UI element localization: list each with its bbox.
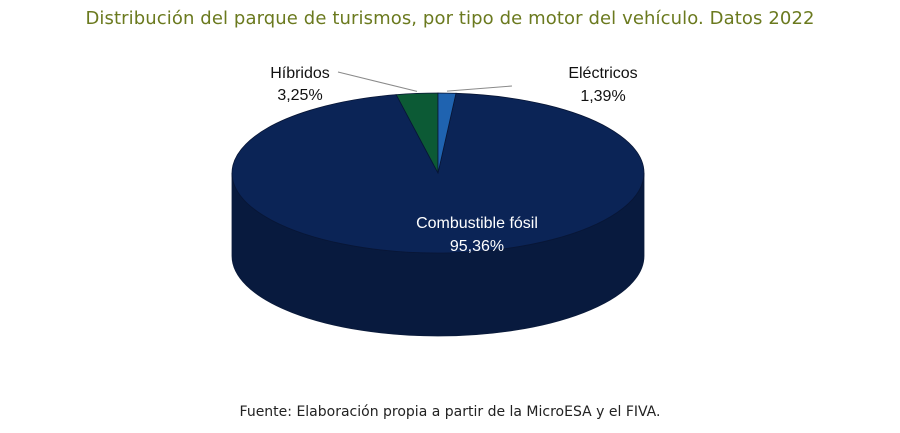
pie-tops: [231, 92, 645, 254]
slice-value-hibridos: 3,25%: [277, 87, 322, 104]
pie-labels: Combustible fósil 95,36% Híbridos 3,25% Eléc…: [270, 65, 637, 255]
pie-slice-combustible-fosil: [231, 92, 645, 254]
pie-slice-electricos: [437, 92, 457, 174]
slice-label-electricos: Eléctricos: [568, 65, 637, 82]
slice-label-hibridos: Híbridos: [270, 65, 330, 82]
slice-value-combustible-fosil: 95,36%: [450, 238, 504, 255]
leader-line-electricos: [446, 85, 513, 92]
chart-title: Distribución del parque de turismos, por…: [85, 8, 815, 29]
slice-label-combustible-fosil: Combustible fósil: [416, 215, 538, 232]
leader-line-hibridos: [337, 71, 418, 92]
source-note: Fuente: Elaboración propia a partir de l…: [239, 404, 661, 420]
slice-value-electricos: 1,39%: [580, 88, 625, 105]
